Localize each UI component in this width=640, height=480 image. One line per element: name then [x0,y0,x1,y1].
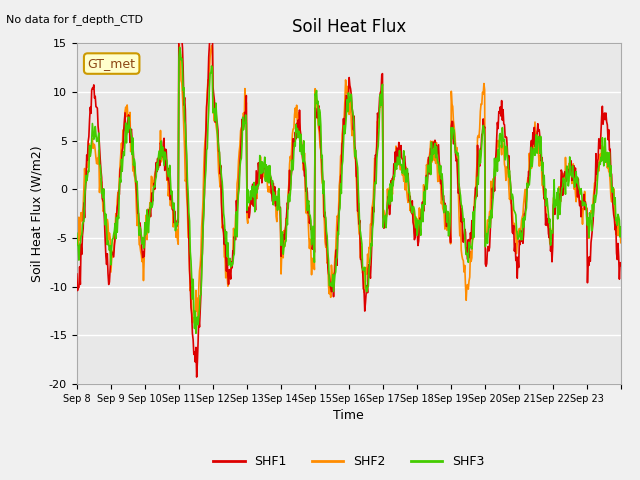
X-axis label: Time: Time [333,409,364,422]
Legend: SHF1, SHF2, SHF3: SHF1, SHF2, SHF3 [209,450,489,473]
Text: No data for f_depth_CTD: No data for f_depth_CTD [6,14,143,25]
Text: GT_met: GT_met [88,57,136,70]
Title: Soil Heat Flux: Soil Heat Flux [292,18,406,36]
Y-axis label: Soil Heat Flux (W/m2): Soil Heat Flux (W/m2) [30,145,44,282]
